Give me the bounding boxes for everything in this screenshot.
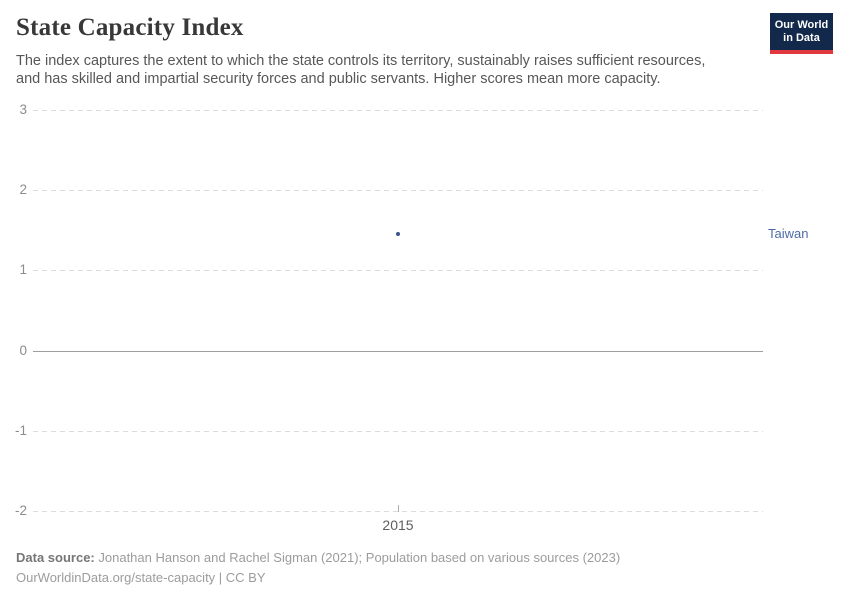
x-tick-mark-2015: [398, 504, 399, 512]
owid-logo-line1: Our World: [774, 18, 829, 31]
gridline-y-2: [33, 190, 763, 192]
footer: Data source: Jonathan Hanson and Rachel …: [16, 548, 620, 588]
y-tick-label--1: -1: [14, 422, 27, 438]
data-point-taiwan[interactable]: [395, 232, 400, 237]
chart-title: State Capacity Index: [16, 14, 244, 41]
data-source-line: Data source: Jonathan Hanson and Rachel …: [16, 548, 620, 568]
gridline-y--1: [33, 430, 763, 432]
data-source-text: Jonathan Hanson and Rachel Sigman (2021)…: [98, 550, 621, 565]
gridline-y-1: [33, 270, 763, 272]
y-tick-label--2: -2: [14, 502, 27, 518]
y-tick-label-1: 1: [19, 262, 27, 278]
x-tick-label-2015: 2015: [382, 517, 414, 533]
owid-logo-red-bar: [770, 50, 833, 54]
owid-logo-line2: in Data: [783, 31, 820, 44]
gridline-y-3: [33, 110, 763, 112]
owid-logo: Our World in Data: [770, 13, 833, 54]
entity-label-taiwan[interactable]: Taiwan: [768, 226, 809, 242]
gridline-y-0: [33, 350, 763, 352]
y-tick-label-0: 0: [19, 342, 27, 358]
y-tick-label-3: 3: [19, 102, 27, 118]
y-tick-label-2: 2: [19, 182, 27, 198]
license-line: OurWorldinData.org/state-capacity | CC B…: [16, 570, 266, 585]
chart-subtitle: The index captures the extent to which t…: [16, 53, 706, 87]
data-source-label: Data source:: [16, 550, 95, 565]
owid-logo-box: Our World in Data: [770, 13, 833, 50]
